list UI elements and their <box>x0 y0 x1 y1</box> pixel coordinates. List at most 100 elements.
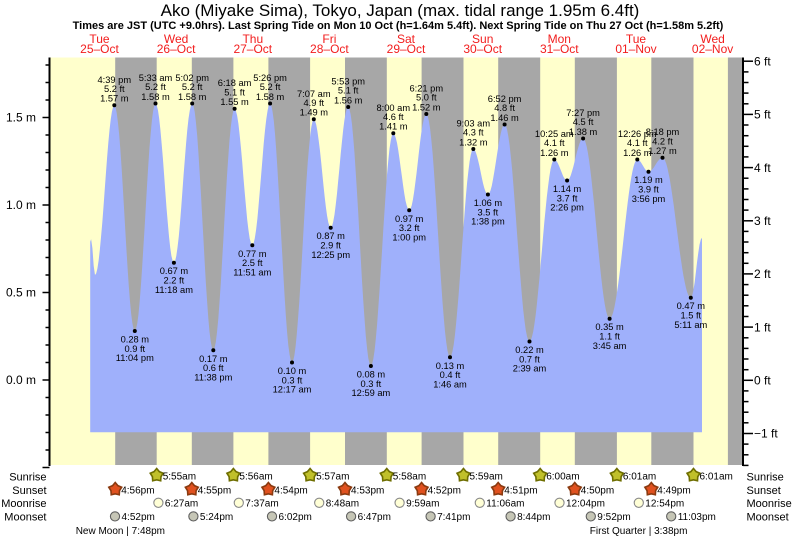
svg-text:Mon: Mon <box>548 32 571 46</box>
svg-text:7:41pm: 7:41pm <box>437 512 470 523</box>
svg-text:6:47pm: 6:47pm <box>358 512 391 523</box>
svg-text:Wed: Wed <box>164 32 188 46</box>
svg-text:1.41 m: 1.41 m <box>379 122 408 132</box>
svg-text:5 ft: 5 ft <box>754 108 771 122</box>
svg-text:0.5 m: 0.5 m <box>6 286 36 300</box>
svg-text:0.17 m: 0.17 m <box>199 354 228 364</box>
svg-text:1.58 m: 1.58 m <box>256 92 285 102</box>
svg-text:Moonrise: Moonrise <box>1 498 46 510</box>
svg-text:0.97 m: 0.97 m <box>395 214 424 224</box>
svg-text:3 ft: 3 ft <box>754 214 771 228</box>
svg-text:Thu: Thu <box>242 32 263 46</box>
svg-text:6 ft: 6 ft <box>754 54 771 68</box>
svg-text:8:44pm: 8:44pm <box>517 512 550 523</box>
svg-text:6:52 pm: 6:52 pm <box>488 94 522 104</box>
svg-text:12:17 am: 12:17 am <box>273 385 312 395</box>
svg-text:4:54pm: 4:54pm <box>274 485 307 496</box>
svg-text:2:26 pm: 2:26 pm <box>550 203 584 213</box>
svg-text:1.58 m: 1.58 m <box>141 92 170 102</box>
svg-text:0.9 ft: 0.9 ft <box>124 344 145 354</box>
svg-text:1.58 m: 1.58 m <box>178 92 207 102</box>
svg-text:0 ft: 0 ft <box>754 374 771 388</box>
svg-text:1.5 ft: 1.5 ft <box>680 311 701 321</box>
svg-text:3.2 ft: 3.2 ft <box>399 223 420 233</box>
svg-text:0.4 ft: 0.4 ft <box>440 370 461 380</box>
svg-text:01–Nov: 01–Nov <box>615 42 656 56</box>
svg-text:6:00am: 6:00am <box>546 472 579 483</box>
svg-text:11:03pm: 11:03pm <box>678 512 716 523</box>
svg-text:4:49pm: 4:49pm <box>657 485 690 496</box>
svg-text:1.27 m: 1.27 m <box>648 146 677 156</box>
svg-text:5:55am: 5:55am <box>163 472 196 483</box>
svg-text:2.5 ft: 2.5 ft <box>242 258 263 268</box>
svg-text:3.7 ft: 3.7 ft <box>557 193 578 203</box>
svg-text:4.1 ft: 4.1 ft <box>627 138 648 148</box>
svg-text:Moonrise: Moonrise <box>747 498 792 510</box>
svg-text:6:01am: 6:01am <box>623 472 656 483</box>
svg-text:0.3 ft: 0.3 ft <box>282 375 303 385</box>
svg-text:30–Oct: 30–Oct <box>463 42 502 56</box>
svg-text:27–Oct: 27–Oct <box>233 42 272 56</box>
svg-text:Sat: Sat <box>397 32 416 46</box>
svg-text:5:53 pm: 5:53 pm <box>331 77 365 87</box>
svg-text:11:18 am: 11:18 am <box>155 285 193 295</box>
svg-text:3:56 pm: 3:56 pm <box>632 194 666 204</box>
svg-text:Sunset: Sunset <box>747 485 781 497</box>
svg-text:8:48am: 8:48am <box>326 499 359 510</box>
svg-text:1.14 m: 1.14 m <box>553 184 582 194</box>
svg-text:26–Oct: 26–Oct <box>157 42 196 56</box>
svg-text:Wed: Wed <box>700 32 724 46</box>
svg-text:8:00 am: 8:00 am <box>377 103 411 113</box>
svg-text:Ako (Miyake Sima), Tokyo, Japa: Ako (Miyake Sima), Tokyo, Japan (max. ti… <box>161 1 640 20</box>
svg-text:Sun: Sun <box>472 32 493 46</box>
svg-text:1.06 m: 1.06 m <box>474 198 503 208</box>
svg-text:4:39 pm: 4:39 pm <box>98 75 132 85</box>
svg-text:10:25 am: 10:25 am <box>535 129 574 139</box>
svg-text:31–Oct: 31–Oct <box>540 42 579 56</box>
svg-text:11:51 am: 11:51 am <box>233 267 271 277</box>
svg-text:0.22 m: 0.22 m <box>515 345 544 355</box>
svg-text:7:37am: 7:37am <box>245 499 278 510</box>
svg-text:1.49 m: 1.49 m <box>300 108 329 118</box>
svg-text:1.0 m: 1.0 m <box>6 198 36 212</box>
svg-text:5.2 ft: 5.2 ft <box>182 82 203 92</box>
svg-text:0.47 m: 0.47 m <box>677 301 706 311</box>
svg-text:Times are JST (UTC +9.0hrs). L: Times are JST (UTC +9.0hrs). Last Spring… <box>73 20 724 32</box>
svg-text:0.7 ft: 0.7 ft <box>519 354 540 364</box>
svg-text:3:45 am: 3:45 am <box>593 341 627 351</box>
svg-text:12:54pm: 12:54pm <box>645 499 684 510</box>
svg-text:Sunrise: Sunrise <box>9 471 46 483</box>
svg-text:5.2 ft: 5.2 ft <box>104 84 125 94</box>
svg-text:Tue: Tue <box>89 32 110 46</box>
svg-text:4:52pm: 4:52pm <box>428 485 461 496</box>
svg-text:5:56am: 5:56am <box>239 472 272 483</box>
svg-text:1.38 m: 1.38 m <box>569 127 598 137</box>
svg-text:1.52 m: 1.52 m <box>412 102 441 112</box>
svg-text:Sunset: Sunset <box>12 485 46 497</box>
svg-text:12:59 am: 12:59 am <box>352 388 391 398</box>
svg-text:5:24pm: 5:24pm <box>200 512 233 523</box>
svg-text:5:57am: 5:57am <box>316 472 349 483</box>
svg-text:11:04 pm: 11:04 pm <box>116 353 154 363</box>
svg-text:5:33 am: 5:33 am <box>139 73 173 83</box>
svg-text:2 ft: 2 ft <box>754 267 771 281</box>
svg-text:5.1 ft: 5.1 ft <box>224 88 245 98</box>
svg-text:28–Oct: 28–Oct <box>310 42 349 56</box>
svg-text:12:04pm: 12:04pm <box>566 499 605 510</box>
svg-text:1.46 m: 1.46 m <box>490 113 519 123</box>
svg-text:0.87 m: 0.87 m <box>316 231 345 241</box>
svg-text:4:50pm: 4:50pm <box>581 485 614 496</box>
svg-text:3.5 ft: 3.5 ft <box>478 207 499 217</box>
svg-text:1.26 m: 1.26 m <box>623 148 652 158</box>
svg-text:4:56pm: 4:56pm <box>121 485 154 496</box>
svg-text:7:07 am: 7:07 am <box>297 89 331 99</box>
svg-text:12:25 pm: 12:25 pm <box>311 250 350 260</box>
svg-text:5:58am: 5:58am <box>393 472 426 483</box>
svg-text:1 ft: 1 ft <box>754 320 771 334</box>
svg-text:2.2 ft: 2.2 ft <box>164 276 185 286</box>
svg-text:9:59am: 9:59am <box>406 499 439 510</box>
svg-text:0.10 m: 0.10 m <box>278 366 307 376</box>
svg-text:0.13 m: 0.13 m <box>436 361 465 371</box>
svg-text:First Quarter | 3:38pm: First Quarter | 3:38pm <box>590 526 688 537</box>
svg-text:1.1 ft: 1.1 ft <box>599 332 620 342</box>
